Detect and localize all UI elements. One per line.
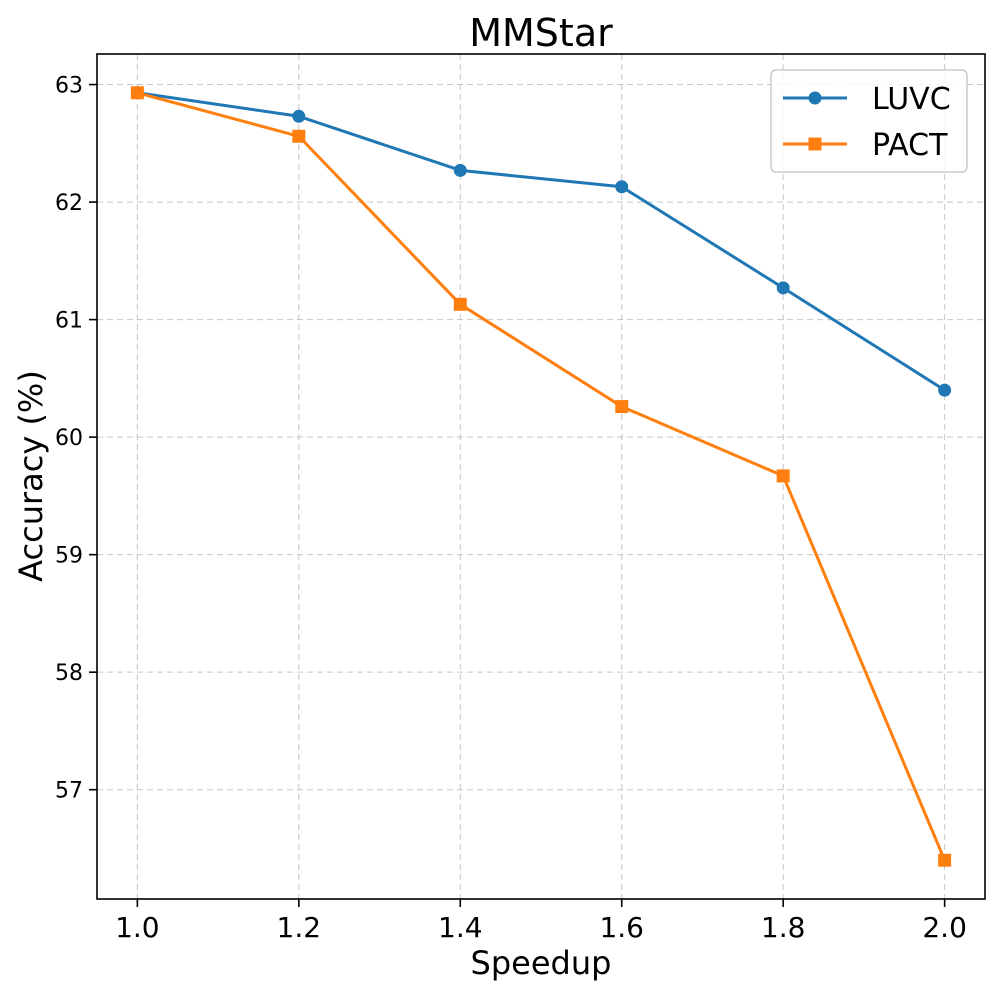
legend-label: PACT [872, 128, 948, 163]
series-line-pact [136, 91, 947, 861]
y-axis-label: Accuracy (%) [12, 370, 50, 582]
legend-entry-pact: PACT [783, 128, 948, 163]
data-point-luvc [776, 281, 790, 295]
x-tick-label: 1.0 [115, 911, 160, 944]
data-point-luvc [453, 163, 467, 177]
plot-area-frame [96, 53, 986, 900]
grid-layer [97, 54, 985, 899]
legend: LUVC PACT [770, 69, 968, 173]
legend-label: LUVC [872, 82, 951, 117]
legend-marker [808, 91, 822, 105]
y-tick-label: 61 [55, 309, 83, 334]
series-pact [130, 86, 952, 867]
data-point-pact [776, 469, 790, 483]
data-point-pact [292, 129, 306, 143]
y-tick-label: 57 [55, 779, 83, 804]
x-tick-label: 1.8 [761, 911, 806, 944]
y-axis: 57 58 59 60 61 62 63 [55, 74, 97, 804]
y-tick-label: 58 [55, 661, 83, 686]
x-axis: 1.0 1.2 1.4 1.6 1.8 2.0 [115, 899, 967, 944]
x-tick-label: 2.0 [922, 911, 967, 944]
y-tick-label: 62 [55, 191, 83, 216]
data-point-pact [130, 86, 144, 100]
data-point-luvc [615, 180, 629, 194]
x-axis-label: Speedup [471, 944, 612, 982]
data-point-pact [453, 297, 467, 311]
y-tick-label: 59 [55, 544, 83, 569]
series-line-luvc [137, 91, 946, 392]
y-tick-label: 60 [55, 426, 83, 451]
data-point-luvc [938, 383, 952, 397]
series-layer [130, 86, 952, 867]
data-point-luvc [292, 109, 306, 123]
data-point-pact [938, 853, 952, 867]
x-tick-label: 1.4 [438, 911, 483, 944]
y-tick-label: 63 [55, 74, 83, 99]
data-point-pact [615, 400, 629, 414]
x-tick-label: 1.6 [599, 911, 644, 944]
legend-entry-luvc: LUVC [783, 82, 951, 117]
legend-marker [808, 137, 822, 151]
chart-title: MMStar [469, 11, 613, 55]
x-tick-label: 1.2 [277, 911, 322, 944]
